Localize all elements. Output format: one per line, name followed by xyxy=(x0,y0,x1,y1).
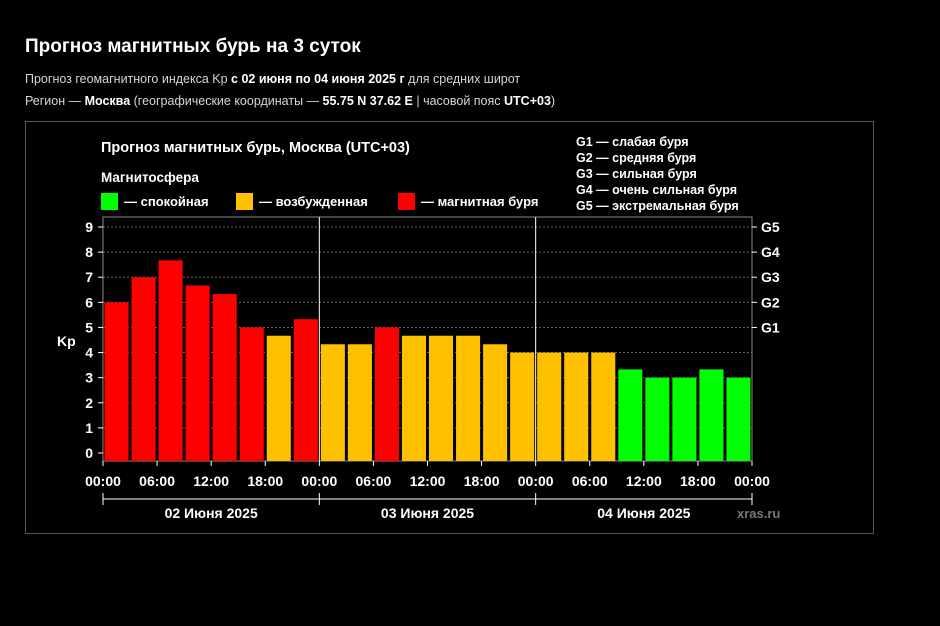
region-coords: 55.75 N 37.62 E xyxy=(322,94,413,108)
legend-title: Магнитосфера xyxy=(101,170,199,185)
y-tick-label: 1 xyxy=(85,420,93,436)
y-tick-label: 3 xyxy=(85,370,93,386)
region-end: ) xyxy=(550,94,556,108)
watermark: xras.ru xyxy=(737,506,780,521)
kp-bar xyxy=(699,369,724,461)
y-tick-label: 2 xyxy=(85,395,93,411)
kp-bar xyxy=(131,277,156,461)
kp-bar xyxy=(456,335,481,461)
y-tick-label: 4 xyxy=(85,345,93,361)
g-tick-label: G5 xyxy=(761,219,780,235)
legend-swatch xyxy=(236,193,253,210)
x-tick-label: 00:00 xyxy=(85,473,121,489)
kp-bar xyxy=(266,335,291,461)
x-tick-label: 00:00 xyxy=(518,473,554,489)
y-tick-label: 5 xyxy=(85,319,93,335)
x-tick-label: 06:00 xyxy=(139,473,175,489)
x-tick-label: 00:00 xyxy=(301,473,337,489)
kp-bar xyxy=(212,294,237,461)
kp-bar xyxy=(429,335,454,461)
page-title: Прогноз магнитных бурь на 3 суток xyxy=(25,36,361,57)
kp-bar xyxy=(483,344,508,461)
g-tick-label: G1 xyxy=(761,319,780,335)
g-scale-item: G1 — слабая буря xyxy=(576,135,689,149)
x-tick-label: 06:00 xyxy=(356,473,392,489)
kp-bar xyxy=(185,285,210,461)
x-tick-label: 18:00 xyxy=(464,473,500,489)
day-label: 03 Июня 2025 xyxy=(381,505,474,521)
x-tick-label: 12:00 xyxy=(410,473,446,489)
legend-swatch xyxy=(398,193,415,210)
region-city: Москва xyxy=(84,94,131,108)
y-tick-label: 9 xyxy=(85,219,93,235)
y-tick-label: 6 xyxy=(85,294,93,310)
kp-bar xyxy=(537,352,562,461)
g-scale-item: G5 — экстремальная буря xyxy=(576,199,739,213)
x-tick-label: 06:00 xyxy=(572,473,608,489)
kp-bar xyxy=(510,352,535,461)
x-tick-label: 18:00 xyxy=(680,473,716,489)
kp-bar xyxy=(104,302,129,461)
region-tz-label: | часовой пояс xyxy=(412,94,504,108)
chart-frame xyxy=(25,121,874,534)
kp-bar xyxy=(347,344,372,461)
legend-label: — возбужденная xyxy=(259,194,368,209)
g-scale-item: G3 — сильная буря xyxy=(576,167,697,181)
forecast-subtitle: Прогноз геомагнитного индекса Kp с 02 ию… xyxy=(25,72,520,86)
kp-bar xyxy=(618,369,643,461)
x-tick-label: 00:00 xyxy=(734,473,770,489)
g-tick-label: G4 xyxy=(761,244,780,260)
y-tick-label: 7 xyxy=(85,269,93,285)
x-tick-label: 12:00 xyxy=(626,473,662,489)
legend-label: — спокойная xyxy=(124,194,209,209)
g-scale-item: G4 — очень сильная буря xyxy=(576,183,737,197)
y-axis-label: Kp xyxy=(57,333,76,349)
x-tick-label: 18:00 xyxy=(247,473,283,489)
kp-bar xyxy=(401,335,426,461)
subtitle-suffix: для средних широт xyxy=(404,72,521,86)
y-tick-label: 8 xyxy=(85,244,93,260)
legend-swatch xyxy=(101,193,118,210)
day-label: 04 Июня 2025 xyxy=(597,505,690,521)
day-label: 02 Июня 2025 xyxy=(165,505,258,521)
kp-bar xyxy=(726,377,751,461)
g-tick-label: G2 xyxy=(761,294,780,310)
subtitle-prefix: Прогноз геомагнитного индекса Kp xyxy=(25,72,232,86)
g-tick-label: G3 xyxy=(761,269,780,285)
kp-bar xyxy=(293,319,318,461)
kp-bar xyxy=(374,327,399,461)
region-coords-label: (географические координаты — xyxy=(130,94,323,108)
kp-bar xyxy=(239,327,264,461)
kp-bar xyxy=(564,352,589,461)
x-tick-label: 12:00 xyxy=(193,473,229,489)
kp-bar xyxy=(672,377,697,461)
g-scale-item: G2 — средняя буря xyxy=(576,151,696,165)
subtitle-date-range: с 02 июня по 04 июня 2025 г xyxy=(231,72,405,86)
kp-bar xyxy=(591,352,616,461)
legend-label: — магнитная буря xyxy=(421,194,538,209)
kp-bar xyxy=(158,260,183,461)
region-timezone: UTC+03 xyxy=(504,94,551,108)
chart-title: Прогноз магнитных бурь, Москва (UTC+03) xyxy=(101,140,410,156)
kp-bar xyxy=(320,344,345,461)
y-tick-label: 0 xyxy=(85,445,93,461)
region-prefix: Регион — xyxy=(25,94,85,108)
kp-bar xyxy=(645,377,670,461)
region-line: Регион — Москва (географические координа… xyxy=(25,94,555,108)
